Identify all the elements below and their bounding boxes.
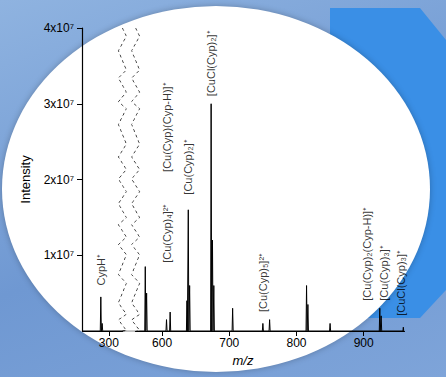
svg-text:700: 700 (219, 336, 239, 350)
svg-text:3x10⁷: 3x10⁷ (44, 97, 74, 111)
svg-text:900: 900 (354, 336, 374, 350)
svg-text:[Cu(Cyp)₂]⁺: [Cu(Cyp)₂]⁺ (182, 139, 194, 194)
svg-text:[CuCl(Cyp)₂]⁺: [CuCl(Cyp)₂]⁺ (205, 30, 217, 96)
svg-text:[Cu(Cyp)₅]²⁺: [Cu(Cyp)₅]²⁺ (257, 253, 269, 312)
svg-text:Intensity: Intensity (18, 155, 33, 204)
svg-text:CypH⁺: CypH⁺ (95, 254, 107, 286)
svg-text:2x10⁷: 2x10⁷ (44, 173, 74, 187)
svg-text:[Cu(Cyp)₃]⁺: [Cu(Cyp)₃]⁺ (378, 245, 390, 301)
svg-text:m/z: m/z (233, 353, 254, 368)
svg-text:1x10⁷: 1x10⁷ (44, 248, 74, 262)
svg-text:600: 600 (152, 336, 172, 350)
svg-text:[Cu(Cyp)₂(Cyp-H)]⁺: [Cu(Cyp)₂(Cyp-H)]⁺ (361, 207, 373, 301)
svg-text:300: 300 (99, 336, 119, 350)
svg-text:[Cu(Cyp)₄]²⁺: [Cu(Cyp)₄]²⁺ (161, 204, 173, 263)
svg-text:4x10⁷: 4x10⁷ (44, 21, 74, 35)
svg-text:800: 800 (286, 336, 306, 350)
svg-text:[CuCl(Cyp)₃]⁺: [CuCl(Cyp)₃]⁺ (395, 250, 407, 316)
svg-text:[Cu(Cyp)(Cyp-H)]⁺: [Cu(Cyp)(Cyp-H)]⁺ (161, 82, 173, 172)
